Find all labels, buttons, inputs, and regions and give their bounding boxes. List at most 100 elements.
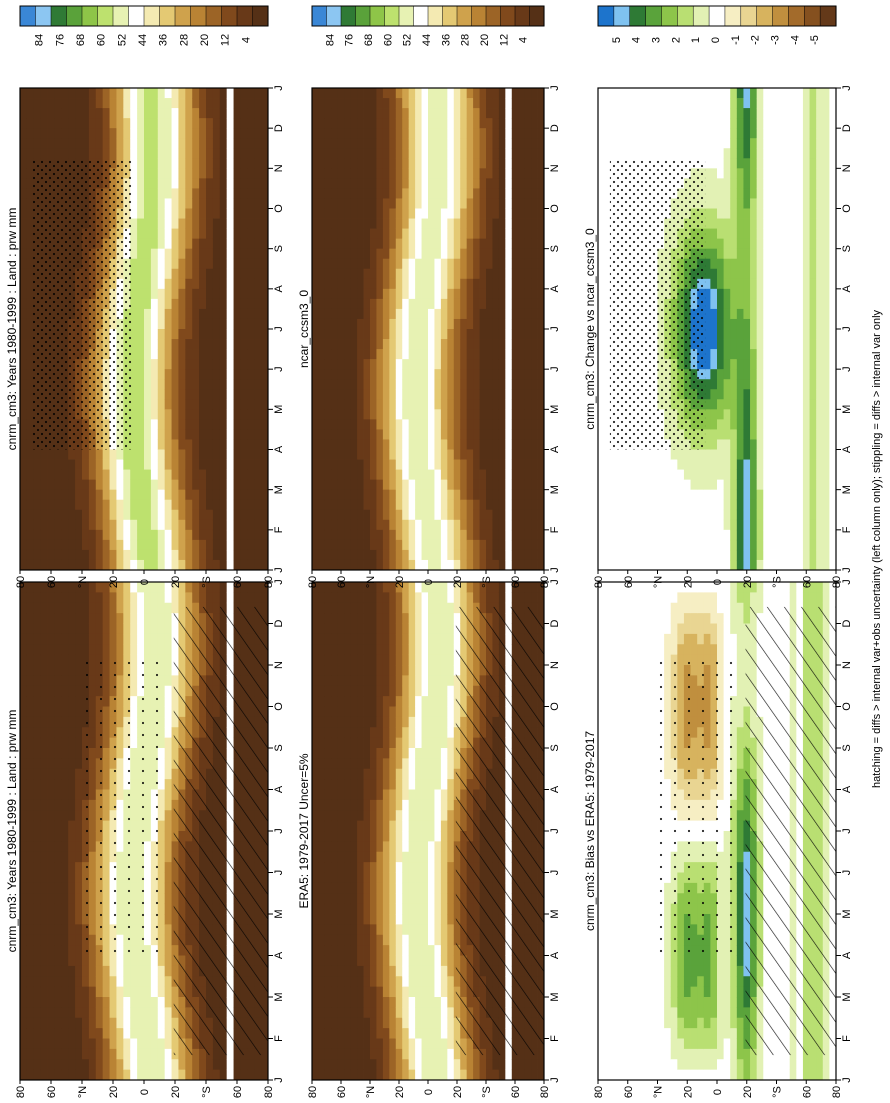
- heat-cell: [454, 592, 461, 603]
- heat-cell: [357, 644, 364, 655]
- heat-cell: [254, 470, 261, 480]
- heat-cell: [480, 592, 487, 603]
- heat-cell: [409, 966, 416, 977]
- heat-cell: [158, 379, 165, 389]
- heat-cell: [103, 500, 110, 510]
- heat-cell: [206, 419, 213, 429]
- heat-cell: [220, 429, 227, 439]
- heat-cell: [20, 339, 27, 349]
- heat-cell: [409, 727, 416, 738]
- heat-cell: [61, 696, 68, 707]
- heat-cell: [54, 510, 61, 520]
- heat-cell: [110, 148, 117, 158]
- heat-cell: [220, 592, 227, 603]
- heat-cell: [158, 239, 165, 249]
- heat-cell: [344, 790, 351, 801]
- heat-cell: [75, 831, 82, 842]
- heat-cell: [338, 862, 345, 873]
- heat-cell: [428, 738, 435, 749]
- heat-cell: [213, 480, 220, 490]
- heat-cell: [370, 1049, 377, 1060]
- heat-cell: [447, 800, 454, 811]
- heat-cell: [192, 188, 199, 198]
- heat-cell: [415, 790, 422, 801]
- heat-cell: [234, 158, 241, 168]
- heat-cell: [41, 1049, 48, 1060]
- heat-cell: [220, 560, 227, 570]
- heat-cell: [415, 841, 422, 852]
- heat-cell: [178, 419, 185, 429]
- heat-cell: [27, 727, 34, 738]
- heat-cell: [364, 1007, 371, 1018]
- heat-cell: [130, 108, 137, 118]
- heat-cell: [370, 675, 377, 686]
- heat-cell: [422, 592, 429, 603]
- heat-cell: [441, 976, 448, 987]
- heat-cell: [110, 956, 117, 967]
- heat-cell: [116, 634, 123, 645]
- heat-cell: [383, 738, 390, 749]
- heat-cell: [68, 1070, 75, 1081]
- heat-cell: [68, 924, 75, 935]
- heat-cell: [318, 790, 325, 801]
- heat-cell: [172, 239, 179, 249]
- heat-cell: [20, 480, 27, 490]
- heat-cell: [41, 924, 48, 935]
- heat-cell: [402, 831, 409, 842]
- heat-cell: [68, 655, 75, 666]
- heat-cell: [447, 1049, 454, 1060]
- heat-cell: [331, 841, 338, 852]
- heat-cell: [172, 500, 179, 510]
- y-tick-label: °N: [77, 576, 89, 588]
- heat-cell: [172, 158, 179, 168]
- heat-cell: [227, 138, 234, 148]
- heat-cell: [178, 219, 185, 229]
- heat-cell: [41, 613, 48, 624]
- heat-cell: [48, 707, 55, 718]
- heat-cell: [61, 758, 68, 769]
- heat-cell: [137, 389, 144, 399]
- heat-cell: [409, 603, 416, 614]
- heat-cell: [213, 359, 220, 369]
- heat-cell: [240, 188, 247, 198]
- heat-cell: [110, 987, 117, 998]
- heat-cell: [116, 644, 123, 655]
- heat-cell: [82, 510, 89, 520]
- heat-cell: [34, 727, 41, 738]
- heat-cell: [151, 997, 158, 1008]
- heat-cell: [151, 369, 158, 379]
- heat-cell: [110, 603, 117, 614]
- heat-cell: [434, 935, 441, 946]
- heat-cell: [428, 1049, 435, 1060]
- heat-cell: [370, 810, 377, 821]
- heat-cell: [185, 239, 192, 249]
- heat-cell: [344, 862, 351, 873]
- heat-cell: [192, 520, 199, 530]
- heat-cell: [96, 128, 103, 138]
- heat-cell: [151, 592, 158, 603]
- heat-cell: [254, 148, 261, 158]
- heat-cell: [96, 1018, 103, 1029]
- heat-cell: [27, 540, 34, 550]
- heat-cell: [103, 1028, 110, 1039]
- heat-cell: [75, 560, 82, 570]
- heat-cell: [220, 178, 227, 188]
- heat-cell: [376, 592, 383, 603]
- heat-cell: [312, 1018, 319, 1029]
- x-tick-label: J: [273, 366, 285, 372]
- heat-cell: [27, 810, 34, 821]
- heat-cell: [409, 613, 416, 624]
- heat-cell: [370, 956, 377, 967]
- heat-cell: [130, 956, 137, 967]
- heat-cell: [220, 379, 227, 389]
- heat-cell: [54, 893, 61, 904]
- heat-cell: [447, 665, 454, 676]
- heat-cell: [137, 229, 144, 239]
- heat-cell: [422, 966, 429, 977]
- heat-cell: [20, 530, 27, 540]
- heat-cell: [172, 389, 179, 399]
- heat-cell: [144, 956, 151, 967]
- heat-cell: [123, 1018, 130, 1029]
- heat-cell: [409, 935, 416, 946]
- heat-cell: [137, 279, 144, 289]
